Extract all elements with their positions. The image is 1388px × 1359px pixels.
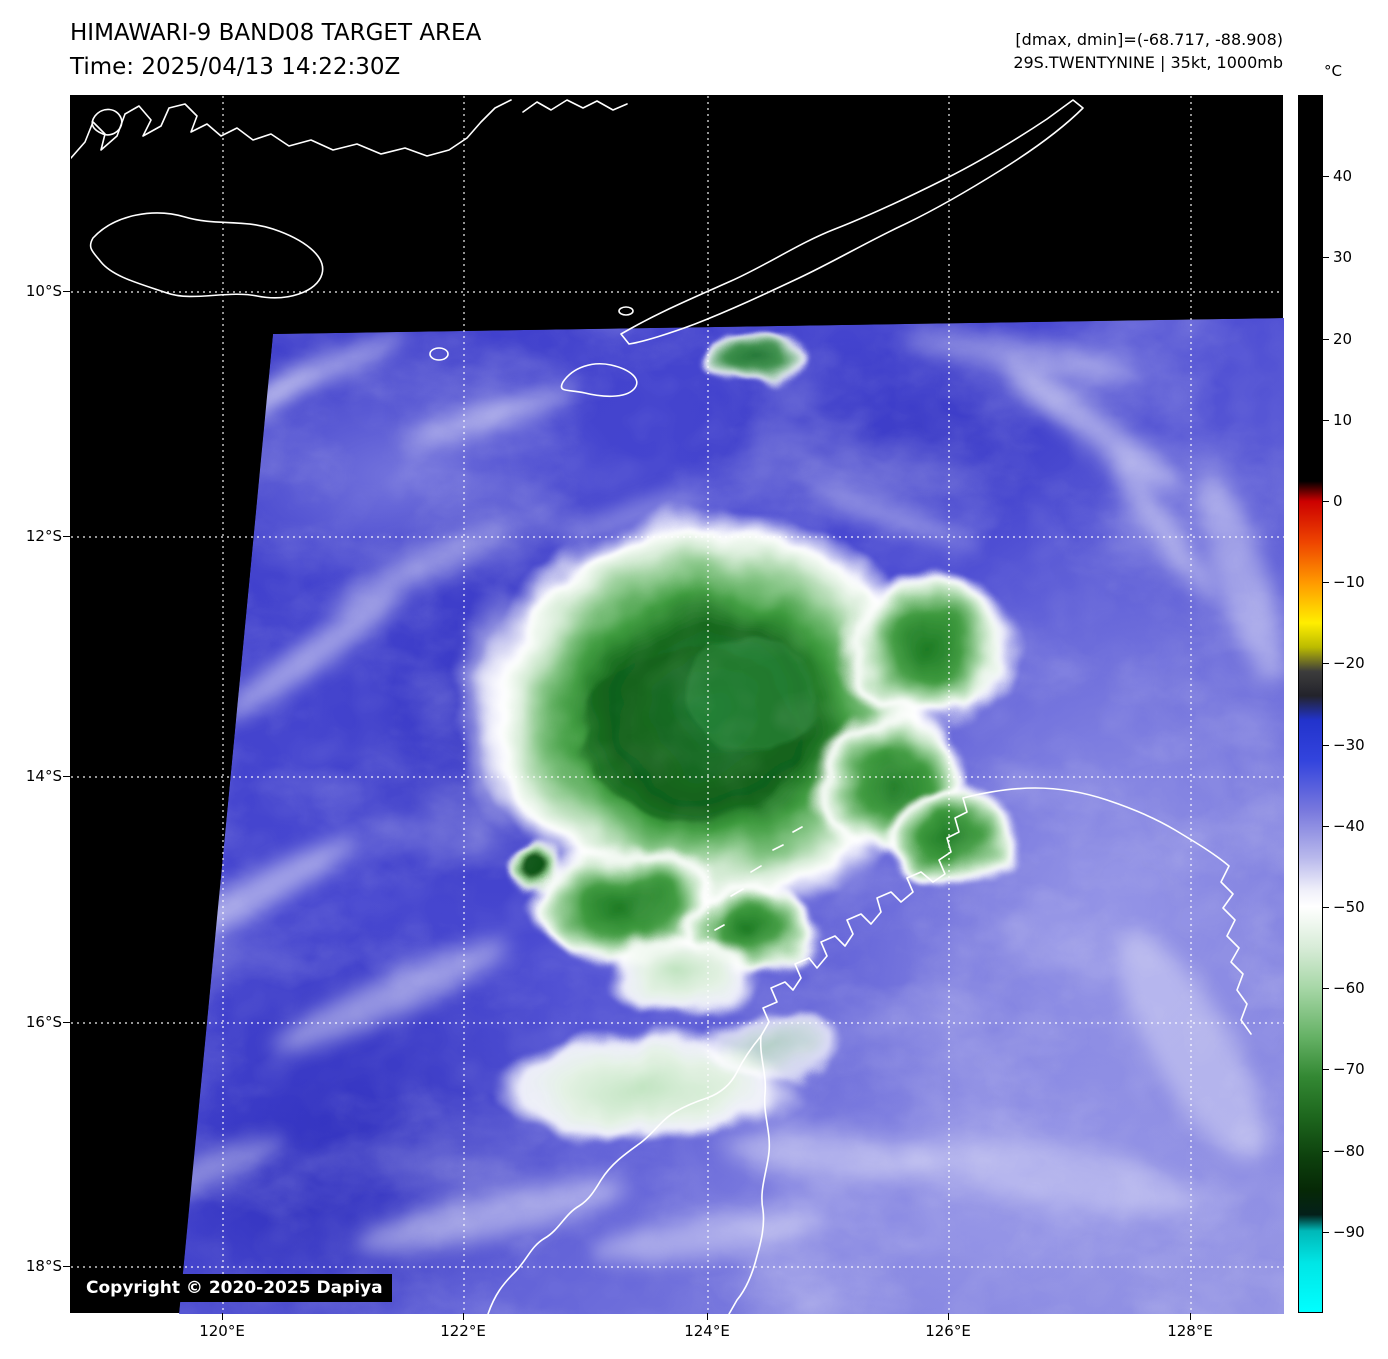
map-panel: Copyright © 2020-2025 Dapiya xyxy=(70,95,1284,1314)
lon-tick-label: 124°E xyxy=(684,1322,730,1340)
lat-tick-label: 12°S xyxy=(25,527,62,545)
figure-title: HIMAWARI-9 BAND08 TARGET AREA xyxy=(70,20,482,46)
lon-tick-label: 122°E xyxy=(440,1322,486,1340)
colorbar-tick-label: 0 xyxy=(1333,492,1343,510)
colorbar-tick-mark xyxy=(1323,1151,1329,1152)
colorbar-tick-label: −10 xyxy=(1333,573,1365,591)
dmax-dmin-readout: [dmax, dmin]=(-68.717, -88.908) xyxy=(1015,30,1283,49)
lat-tick-mark xyxy=(63,1266,70,1267)
header-right-block: [dmax, dmin]=(-68.717, -88.908) 29S.TWEN… xyxy=(1013,28,1283,74)
colorbar-tick-label: −60 xyxy=(1333,979,1365,997)
colorbar-tick-label: −70 xyxy=(1333,1060,1365,1078)
copyright-watermark: Copyright © 2020-2025 Dapiya xyxy=(77,1274,392,1302)
colorbar-tick-label: 10 xyxy=(1333,411,1353,429)
colorbar-tick-mark xyxy=(1323,907,1329,908)
lon-tick-mark xyxy=(222,1313,223,1320)
colorbar-unit-label: °C xyxy=(1324,62,1342,80)
colorbar-tick-label: −90 xyxy=(1333,1223,1365,1241)
lon-tick-label: 120°E xyxy=(199,1322,245,1340)
colorbar-tick-mark xyxy=(1323,420,1329,421)
colorbar-tick-mark xyxy=(1323,1232,1329,1233)
lon-tick-label: 128°E xyxy=(1167,1322,1213,1340)
colorbar-tick-label: −30 xyxy=(1333,736,1365,754)
colorbar-tick-mark xyxy=(1323,826,1329,827)
lon-tick-mark xyxy=(463,1313,464,1320)
colorbar-tick-label: −80 xyxy=(1333,1142,1365,1160)
colorbar-tick-mark xyxy=(1323,501,1329,502)
lon-tick-mark xyxy=(1190,1313,1191,1320)
colorbar-tick-mark xyxy=(1323,745,1329,746)
lat-tick-label: 16°S xyxy=(25,1013,62,1031)
colorbar-tick-mark xyxy=(1323,257,1329,258)
colorbar-tick-label: 30 xyxy=(1333,248,1353,266)
colorbar-tick-mark xyxy=(1323,663,1329,664)
colorbar-tick-label: 20 xyxy=(1333,330,1353,348)
lat-tick-mark xyxy=(63,1022,70,1023)
colorbar-tick-mark xyxy=(1323,988,1329,989)
colorbar-tick-mark xyxy=(1323,176,1329,177)
lon-tick-label: 126°E xyxy=(925,1322,971,1340)
colorbar-tick-mark xyxy=(1323,582,1329,583)
lat-tick-label: 14°S xyxy=(25,767,62,785)
colorbar-tick-label: −50 xyxy=(1333,898,1365,916)
satellite-swath xyxy=(179,318,1284,1314)
colorbar-tick-label: −20 xyxy=(1333,654,1365,672)
lat-tick-mark xyxy=(63,776,70,777)
lat-tick-mark xyxy=(63,536,70,537)
figure-time: Time: 2025/04/13 14:22:30Z xyxy=(70,54,401,80)
lat-tick-label: 10°S xyxy=(25,282,62,300)
colorbar-tick-label: −40 xyxy=(1333,817,1365,835)
lon-tick-mark xyxy=(948,1313,949,1320)
colorbar-tick-mark xyxy=(1323,1069,1329,1070)
colorbar-gradient xyxy=(1298,95,1323,1313)
colorbar-tick-label: 40 xyxy=(1333,167,1353,185)
storm-info: 29S.TWENTYNINE | 35kt, 1000mb xyxy=(1013,53,1283,72)
lat-tick-label: 18°S xyxy=(25,1257,62,1275)
graticule xyxy=(71,96,1284,1314)
coastlines xyxy=(71,99,1252,1314)
lat-tick-mark xyxy=(63,291,70,292)
lon-tick-mark xyxy=(707,1313,708,1320)
colorbar-tick-mark xyxy=(1323,339,1329,340)
satellite-image-canvas xyxy=(71,96,1284,1314)
